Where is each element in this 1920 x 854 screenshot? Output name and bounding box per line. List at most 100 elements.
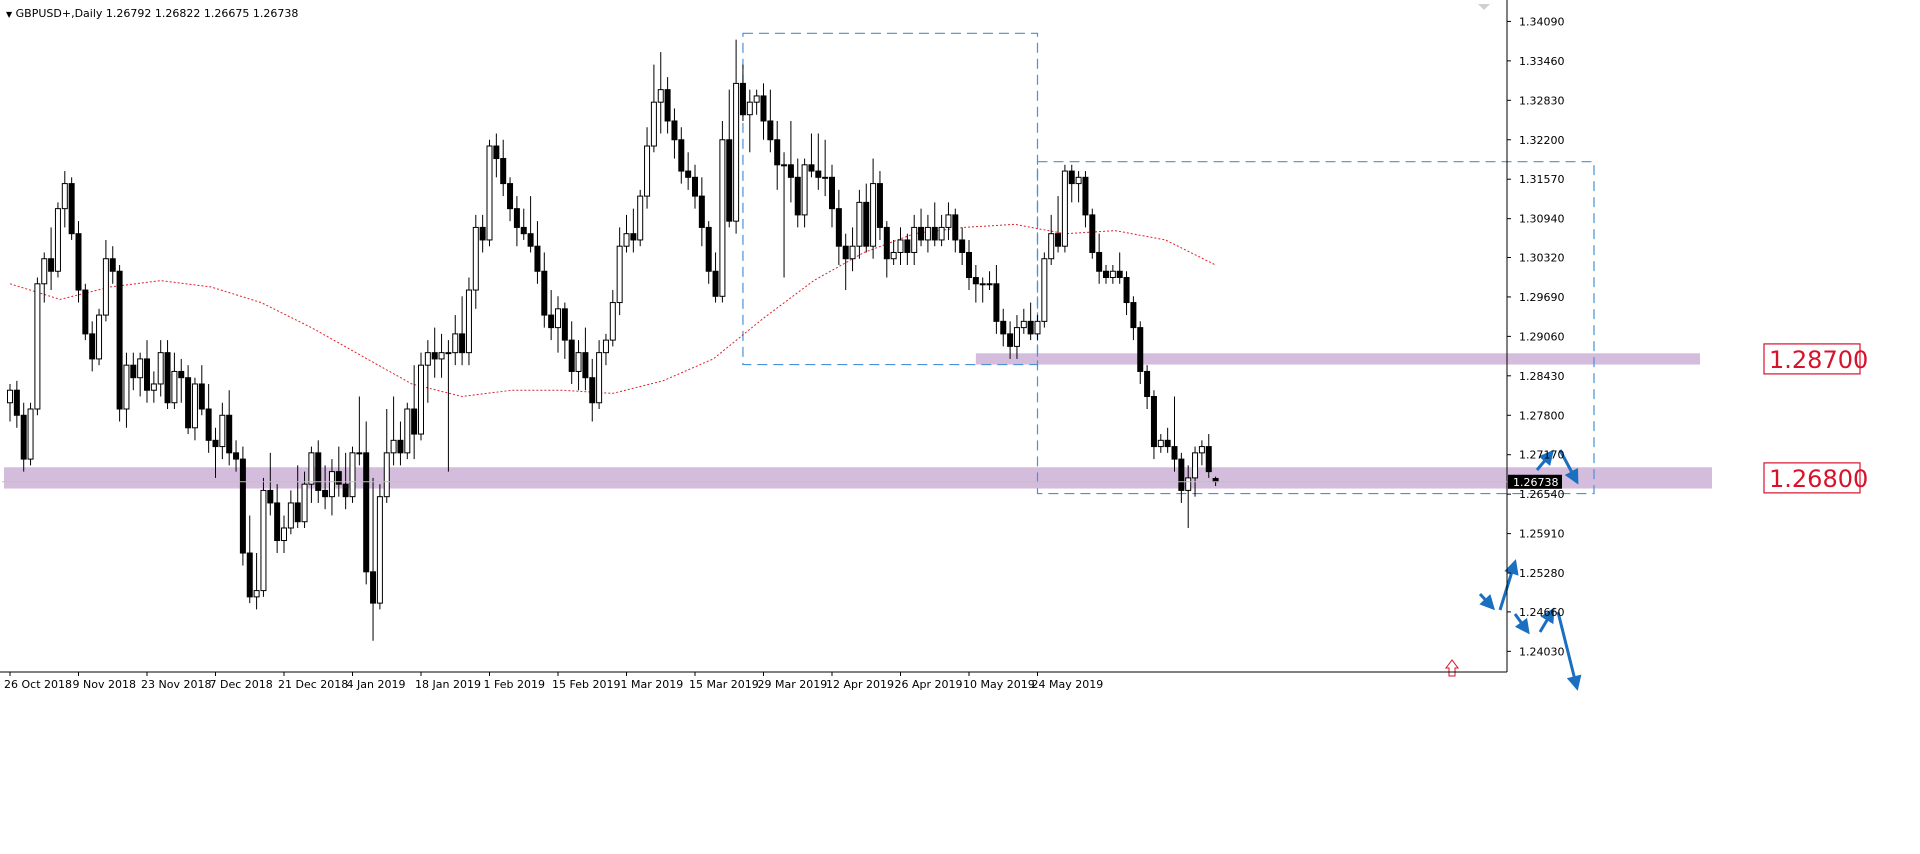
- candle: [1137, 321, 1144, 384]
- level-label: 1.28700: [1769, 346, 1868, 374]
- candle: [616, 227, 623, 316]
- candle-body: [171, 370, 178, 404]
- candle-body: [68, 183, 75, 235]
- candle: [48, 227, 55, 291]
- candle: [849, 227, 856, 272]
- candle-body: [54, 208, 61, 272]
- candle-body: [411, 408, 418, 435]
- candle: [1116, 252, 1123, 284]
- dropdown-triangle-icon[interactable]: ▼: [6, 10, 13, 19]
- candle: [370, 477, 377, 641]
- forecast-arrow: [1538, 607, 1555, 633]
- resistance-zone: [975, 353, 1700, 365]
- price-tick-label: 1.28430: [1519, 370, 1565, 383]
- candle-body: [1185, 477, 1192, 491]
- candle-body: [719, 139, 726, 297]
- candle-body: [137, 358, 144, 379]
- candle: [205, 383, 212, 453]
- candle-body: [48, 258, 55, 272]
- candle-body: [712, 270, 719, 297]
- candle-body: [274, 502, 281, 542]
- candle: [1089, 208, 1096, 259]
- candle: [123, 352, 130, 428]
- candle-body: [376, 496, 383, 604]
- candle: [20, 402, 27, 472]
- candle: [774, 120, 781, 190]
- candle-body: [993, 283, 1000, 322]
- candle: [527, 196, 534, 253]
- candle-body: [972, 277, 979, 285]
- candle-body: [212, 439, 219, 448]
- candle-body: [1171, 446, 1178, 460]
- candle-body: [685, 170, 692, 178]
- candle: [808, 133, 815, 178]
- candle-body: [657, 89, 664, 103]
- candle-body: [75, 233, 82, 291]
- candle-body: [678, 139, 685, 172]
- forecast-arrow: [1558, 449, 1579, 485]
- level-label-box: [1763, 462, 1861, 494]
- candle-body: [808, 164, 815, 172]
- candle: [68, 177, 75, 240]
- level-label-box: [1763, 343, 1861, 375]
- candle: [472, 214, 479, 309]
- candle-body: [281, 527, 287, 542]
- candle-body: [116, 270, 123, 410]
- candle: [993, 264, 1000, 334]
- candle: [842, 233, 849, 291]
- symbol-title: GBPUSD+,Daily: [15, 7, 103, 20]
- candle: [116, 264, 123, 422]
- candle: [164, 340, 171, 410]
- candle-body: [335, 471, 342, 485]
- candle: [1013, 315, 1020, 359]
- candle-body: [753, 95, 760, 103]
- candle-body: [698, 195, 705, 228]
- candle-body: [1116, 270, 1123, 279]
- candle-body: [185, 377, 192, 429]
- candle-body: [1144, 370, 1151, 397]
- candle: [582, 327, 589, 391]
- candle: [890, 239, 897, 265]
- candle-body: [767, 120, 774, 141]
- candle: [191, 377, 198, 441]
- candle-body: [424, 352, 431, 366]
- candle-body: [219, 414, 226, 448]
- candle: [144, 340, 150, 403]
- candle: [692, 164, 698, 209]
- candle-body: [876, 183, 883, 228]
- candle-body: [383, 452, 390, 498]
- candle-body: [616, 245, 623, 304]
- candle-body: [637, 195, 644, 241]
- candle: [411, 365, 418, 460]
- date-tick-label: 18 Jan 2019: [415, 678, 481, 691]
- date-tick-label: 1 Feb 2019: [484, 678, 545, 691]
- dashed-range-boxes: [742, 32, 1595, 495]
- price-tick-label: 1.25280: [1519, 567, 1565, 580]
- candle-body: [500, 158, 507, 185]
- candle: [27, 402, 34, 466]
- candle-body: [438, 352, 445, 360]
- candle: [918, 208, 925, 247]
- candle-body: [287, 502, 294, 529]
- date-tick-label: 15 Feb 2019: [552, 678, 620, 691]
- candle: [1123, 271, 1130, 316]
- candle-body: [1109, 270, 1116, 279]
- candle-body: [1205, 446, 1212, 473]
- candle-body: [822, 176, 829, 179]
- candle: [644, 127, 651, 209]
- date-tick-label: 24 May 2019: [1032, 678, 1104, 691]
- candle-body: [82, 289, 89, 335]
- candle-body: [102, 258, 109, 316]
- candle: [137, 352, 144, 397]
- candle-body: [1150, 395, 1157, 448]
- candle: [904, 233, 911, 265]
- candle-body: [1020, 320, 1027, 329]
- candle-body: [801, 164, 808, 216]
- candle: [96, 308, 103, 366]
- candle-body: [1027, 320, 1034, 335]
- price-tick-label: 1.24030: [1519, 645, 1565, 658]
- candle: [979, 277, 986, 303]
- candle: [1192, 446, 1199, 497]
